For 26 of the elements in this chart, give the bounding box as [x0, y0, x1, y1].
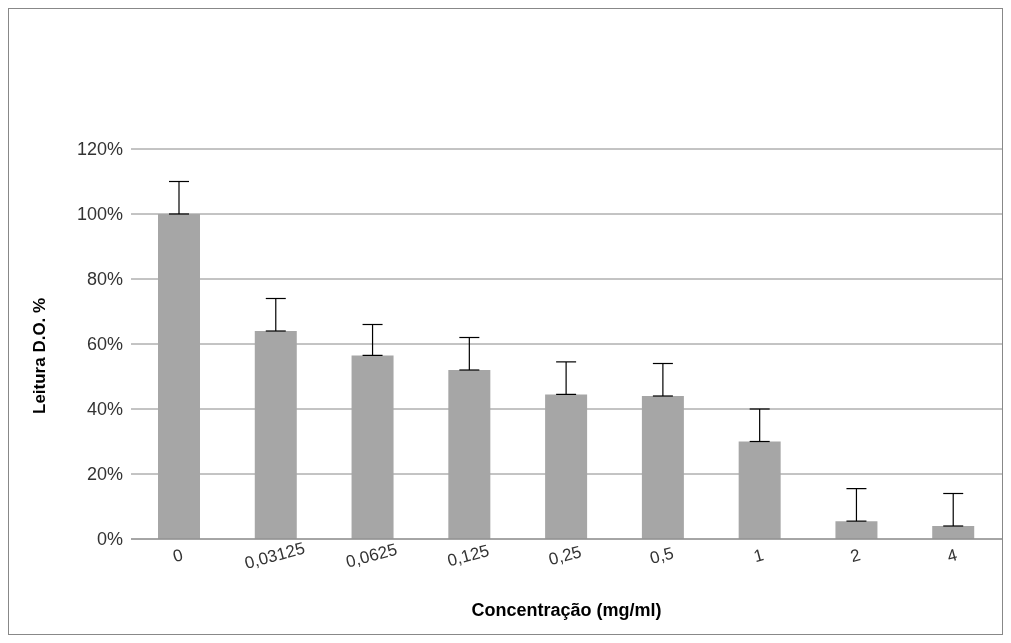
bar	[254, 331, 297, 539]
y-tick-label: 80%	[86, 269, 123, 290]
x-tick-label: 0	[170, 545, 185, 567]
y-tick-label: 0%	[96, 529, 123, 550]
x-axis-title: Concentração (mg/ml)	[471, 600, 662, 620]
bar	[351, 355, 394, 539]
bar	[158, 214, 200, 539]
x-tick-label: 0,25	[546, 542, 584, 570]
x-tick-label: 0,0625	[343, 539, 400, 572]
x-tick-label: 1	[751, 545, 766, 567]
bar	[641, 396, 684, 539]
x-tick-label: 0,5	[647, 543, 676, 568]
y-axis-title: Leitura D.O. %	[30, 297, 50, 414]
bar	[448, 370, 491, 539]
y-tick-label: 60%	[86, 334, 123, 355]
bar	[545, 394, 588, 539]
x-tick-label: 4	[945, 545, 960, 567]
y-tick-label: 120%	[76, 139, 123, 160]
x-tick-label: 2	[848, 545, 863, 567]
y-tick-label: 100%	[76, 204, 123, 225]
y-tick-label: 40%	[86, 399, 123, 420]
bar	[738, 441, 781, 539]
y-tick-label: 20%	[86, 464, 123, 485]
x-tick-label: 0,03125	[242, 538, 307, 573]
x-tick-label: 0,125	[445, 541, 492, 571]
bar	[835, 521, 878, 539]
